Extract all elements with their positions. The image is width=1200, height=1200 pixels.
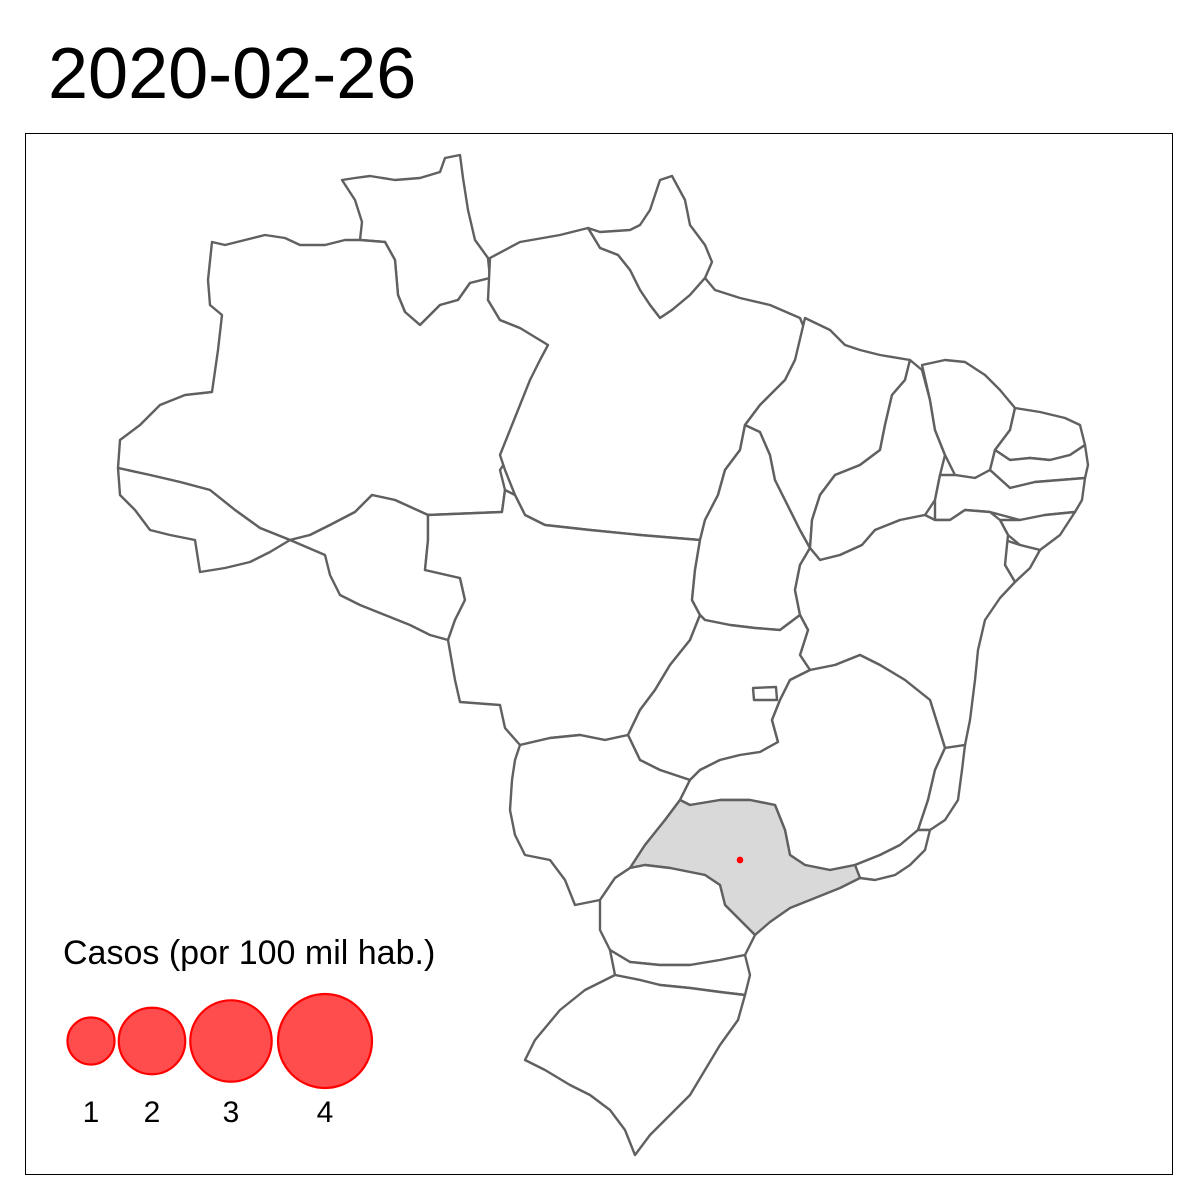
state-rj[interactable] (853, 828, 932, 882)
state-al[interactable] (998, 510, 1077, 552)
legend-bubble-1 (66, 1016, 116, 1066)
state-rs[interactable] (523, 973, 747, 1157)
state-df[interactable] (751, 685, 779, 702)
state-ac[interactable] (116, 466, 292, 574)
state-es[interactable] (916, 743, 967, 832)
legend-label-1: 1 (83, 1096, 100, 1129)
case-markers-layer (736, 856, 744, 864)
map-title: 2020-02-26 (48, 34, 417, 114)
legend-bubble-3 (189, 999, 273, 1083)
legend-label-4: 4 (317, 1096, 334, 1129)
legend-label-2: 2 (144, 1096, 161, 1129)
states-layer (116, 153, 1090, 1157)
legend-label-3: 3 (223, 1096, 240, 1129)
legend-bubble-4 (276, 992, 374, 1090)
legend-bubbles: 1 2 3 4 (66, 992, 374, 1129)
case-marker-sp (736, 856, 744, 864)
legend-title: Casos (por 100 mil hab.) (63, 934, 436, 972)
legend-bubble-2 (117, 1006, 187, 1076)
